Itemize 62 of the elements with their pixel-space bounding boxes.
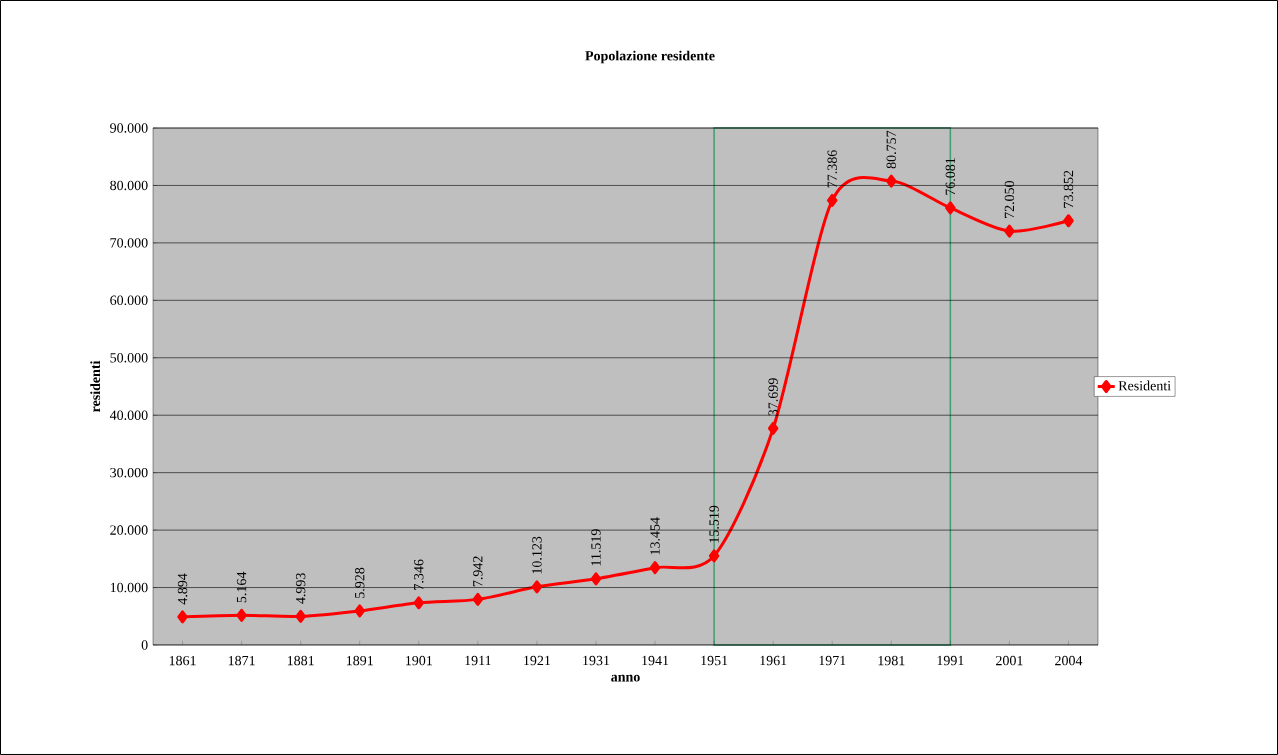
point	[590, 572, 602, 586]
data-label: 13.454	[650, 517, 660, 555]
data-label: 5.164	[236, 571, 247, 603]
data-label: 4.894	[177, 573, 188, 605]
x-tick-label: 1931	[583, 655, 610, 666]
point	[236, 608, 247, 622]
y-tick-label: 50.000	[110, 353, 148, 363]
data-label: 77.386	[827, 150, 837, 188]
x-tick-label: 1971	[819, 655, 846, 666]
data-label: 4.993	[295, 573, 306, 604]
x-tick-label: 2001	[996, 655, 1023, 666]
y-tick-label: 0	[141, 640, 148, 650]
data-label: 76.081	[945, 158, 956, 195]
x-tick-label: 1951	[701, 655, 728, 666]
data-label: 5.928	[354, 567, 365, 598]
point	[649, 561, 661, 575]
x-tick-label: 1941	[642, 655, 669, 666]
x-tick-label: 1911	[465, 655, 491, 666]
point	[886, 174, 897, 188]
x-tick-label: 1981	[878, 655, 905, 666]
point	[1063, 214, 1074, 228]
data-label: 11.519	[591, 529, 601, 566]
data-label: 37.699	[768, 378, 778, 416]
point	[531, 580, 543, 594]
x-tick-label: 1961	[760, 655, 787, 666]
y-tick-label: 40.000	[109, 410, 148, 420]
x-tick-label: 1871	[228, 655, 255, 666]
y-tick-label: 90.000	[110, 123, 148, 133]
y-tick-label: 70.000	[110, 238, 148, 248]
y-tick-label: 10.000	[110, 582, 148, 593]
x-tick-label: 2004	[1055, 655, 1083, 666]
data-label: 10.123	[532, 536, 542, 574]
y-tick-label: 30.000	[110, 467, 148, 478]
data-label: 80.757	[886, 130, 897, 169]
point	[354, 604, 365, 618]
chart-title: Popolazione residente	[585, 50, 715, 64]
y-tick-label: 20.000	[110, 525, 148, 535]
data-label: 72.050	[1004, 180, 1015, 218]
x-tick-label: 1921	[524, 655, 551, 666]
x-tick-label: 1861	[169, 655, 196, 666]
point	[826, 193, 838, 207]
x-tick-label: 1991	[937, 655, 964, 666]
point	[1004, 224, 1015, 238]
data-label: 15.519	[709, 505, 719, 543]
y-axis-title: residenti	[90, 360, 101, 413]
data-label: 7.942	[473, 556, 483, 587]
point	[177, 610, 188, 624]
point	[945, 201, 956, 215]
y-tick-label: 60.000	[110, 295, 148, 306]
point	[472, 592, 484, 606]
y-tick-label: 80.000	[110, 180, 148, 191]
data-label: 73.852	[1063, 170, 1074, 208]
point	[708, 549, 720, 563]
x-axis-title: anno	[611, 674, 640, 682]
x-tick-label: 1881	[287, 655, 314, 666]
x-tick-label: 1891	[346, 655, 373, 666]
point	[413, 596, 425, 610]
x-tick-label: 1901	[406, 655, 432, 666]
legend-label: Residenti	[1118, 380, 1171, 391]
point	[767, 421, 779, 435]
data-label: 7.346	[414, 559, 424, 590]
point	[295, 609, 306, 623]
